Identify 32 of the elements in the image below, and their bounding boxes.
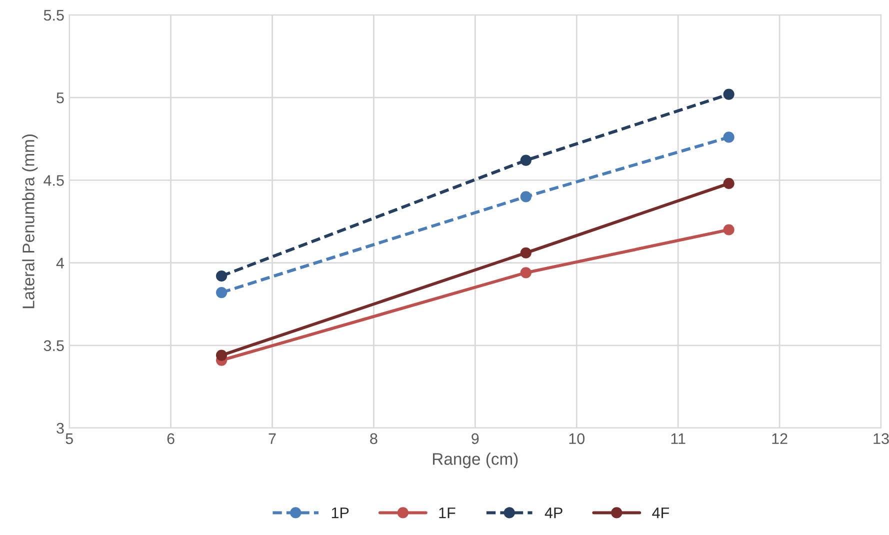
x-tick-label: 11	[671, 433, 686, 444]
point	[216, 350, 228, 361]
x-tick-label: 8	[370, 433, 378, 444]
point	[520, 154, 532, 166]
y-tick-label: 5.5	[44, 10, 64, 21]
x-tick-label: 9	[472, 433, 479, 444]
y-axis-title: Lateral Penumbra (mm)	[22, 134, 38, 308]
legend-label: 4F	[652, 508, 670, 518]
point	[216, 286, 228, 298]
point	[520, 191, 532, 202]
y-tick-label: 4	[56, 258, 64, 268]
point	[520, 267, 532, 278]
point	[723, 88, 734, 100]
legend-label: 1F	[439, 508, 456, 518]
x-tick-label: 12	[772, 433, 788, 444]
x-tick-label: 13	[874, 433, 889, 444]
x-tick-label: 7	[268, 433, 276, 444]
point	[723, 178, 734, 190]
y-tick-label: 3	[56, 422, 64, 434]
x-axis-title: Range (cm)	[433, 452, 518, 468]
y-tick-label: 3.5	[44, 340, 64, 352]
point	[216, 270, 228, 282]
y-tick-label: 5	[56, 92, 64, 104]
point	[520, 247, 532, 258]
point	[723, 132, 734, 143]
legend-label: 4P	[544, 508, 562, 518]
x-tick-label: 6	[167, 433, 174, 444]
x-tick-label: 5	[66, 433, 73, 444]
y-tick-label: 4.5	[44, 175, 64, 186]
point	[723, 224, 734, 236]
x-tick-label: 10	[569, 433, 585, 444]
legend-label: 1P	[332, 508, 349, 518]
